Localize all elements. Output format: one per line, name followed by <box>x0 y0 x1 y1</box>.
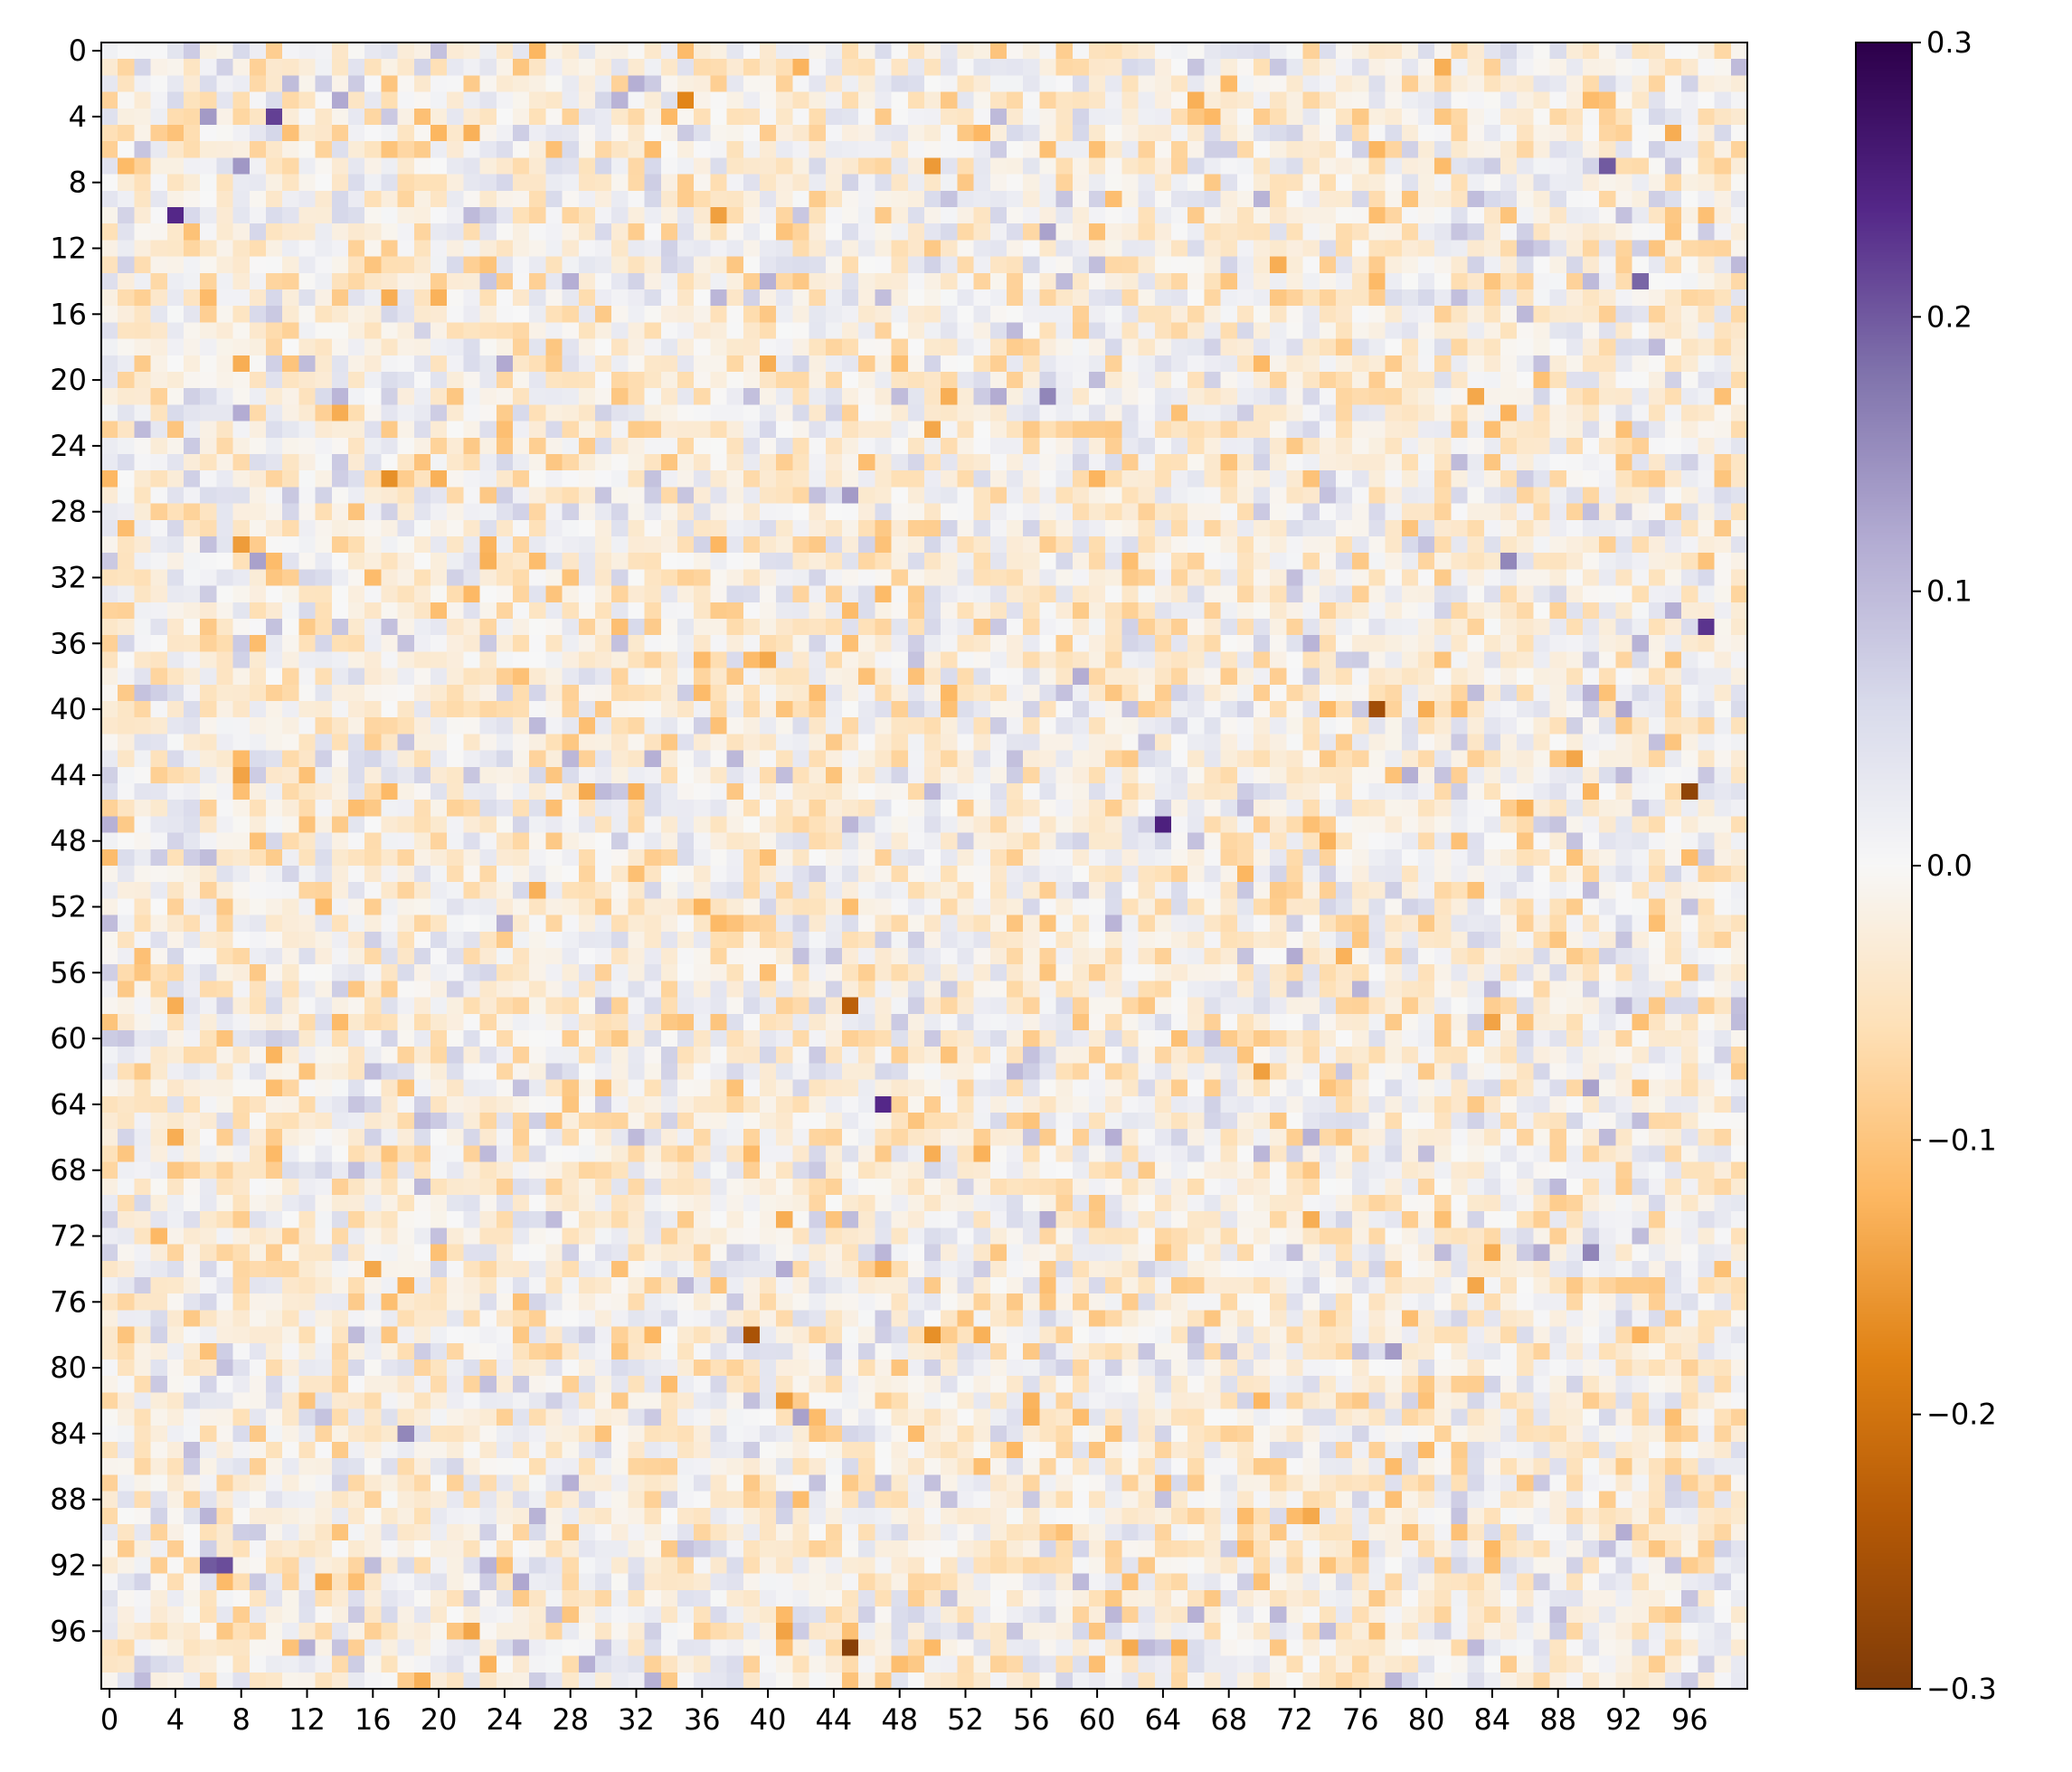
x-tick-label: 4 <box>166 1702 184 1737</box>
colorbar-frame <box>1855 42 1913 1690</box>
colorbar-ticks: 0.3 0.2 0.1 0.0 −0.1 −0.2 −0.3 <box>1912 25 1997 1706</box>
x-tick-label: 28 <box>552 1702 589 1737</box>
y-tick-label: 12 <box>50 232 87 266</box>
y-tick-label: 96 <box>50 1614 87 1648</box>
x-tick-label: 16 <box>355 1702 392 1737</box>
y-tick-label: 4 <box>69 99 87 134</box>
x-tick-label: 40 <box>750 1702 787 1737</box>
y-tick-label: 64 <box>50 1087 87 1122</box>
x-tick-label: 64 <box>1145 1702 1182 1737</box>
y-tick-label: 92 <box>50 1549 87 1583</box>
y-tick-label: 28 <box>50 495 87 529</box>
x-tick-label: 24 <box>487 1702 524 1737</box>
x-tick-label: 76 <box>1342 1702 1379 1737</box>
y-tick-label: 8 <box>69 166 87 200</box>
y-tick-label: 44 <box>50 758 87 792</box>
x-tick-label: 88 <box>1539 1702 1576 1737</box>
x-tick-label: 8 <box>232 1702 251 1737</box>
y-tick-label: 16 <box>50 297 87 331</box>
y-tick-label: 40 <box>50 692 87 726</box>
colorbar-tick-label: 0.2 <box>1926 299 1973 334</box>
x-tick-label: 20 <box>421 1702 458 1737</box>
x-tick-label: 96 <box>1671 1702 1708 1737</box>
y-tick-label: 68 <box>50 1153 87 1188</box>
y-tick-label: 52 <box>50 890 87 924</box>
y-tick-label: 72 <box>50 1219 87 1254</box>
heatmap-grid <box>101 43 1747 1689</box>
y-tick-label: 20 <box>50 363 87 397</box>
y-tick-label: 76 <box>50 1284 87 1319</box>
y-tick-label: 84 <box>50 1417 87 1451</box>
colorbar-tick-label: 0.3 <box>1926 25 1973 60</box>
x-tick-label: 60 <box>1079 1702 1116 1737</box>
x-tick-label: 32 <box>618 1702 655 1737</box>
colorbar-tick-label: −0.2 <box>1926 1398 1997 1432</box>
y-tick-label: 56 <box>50 955 87 990</box>
y-tick-label: 32 <box>50 561 87 595</box>
colorbar-tick-label: 0.0 <box>1926 848 1973 883</box>
x-tick-label: 0 <box>100 1702 118 1737</box>
x-tick-label: 72 <box>1276 1702 1313 1737</box>
colorbar-tick-label: −0.3 <box>1926 1672 1997 1706</box>
y-tick-label: 36 <box>50 626 87 660</box>
x-tick-label: 12 <box>289 1702 326 1737</box>
colorbar-tick-label: 0.1 <box>1926 574 1973 609</box>
heatmap-frame <box>100 42 1748 1690</box>
x-tick-label: 36 <box>684 1702 721 1737</box>
x-tick-label: 68 <box>1210 1702 1247 1737</box>
x-tick-label: 80 <box>1408 1702 1445 1737</box>
y-tick-label: 80 <box>50 1350 87 1385</box>
x-axis-ticks: 0 4 8 12 16 20 24 28 32 36 40 44 48 52 56 60 64 68 72 76 80 8… <box>100 1689 1708 1737</box>
x-tick-label: 92 <box>1605 1702 1642 1737</box>
x-tick-label: 52 <box>947 1702 984 1737</box>
y-tick-label: 24 <box>50 429 87 463</box>
y-tick-label: 60 <box>50 1021 87 1056</box>
x-tick-label: 44 <box>816 1702 853 1737</box>
colorbar-gradient <box>1856 43 1912 1689</box>
x-tick-label: 48 <box>881 1702 918 1737</box>
x-tick-label: 56 <box>1013 1702 1050 1737</box>
y-tick-label: 0 <box>69 33 87 68</box>
y-tick-label: 88 <box>50 1483 87 1517</box>
colorbar-tick-label: −0.1 <box>1926 1123 1997 1157</box>
y-axis-ticks: 0481216202428323640444852566064687276808… <box>50 33 101 1648</box>
x-tick-label: 84 <box>1474 1702 1511 1737</box>
y-tick-label: 48 <box>50 824 87 858</box>
